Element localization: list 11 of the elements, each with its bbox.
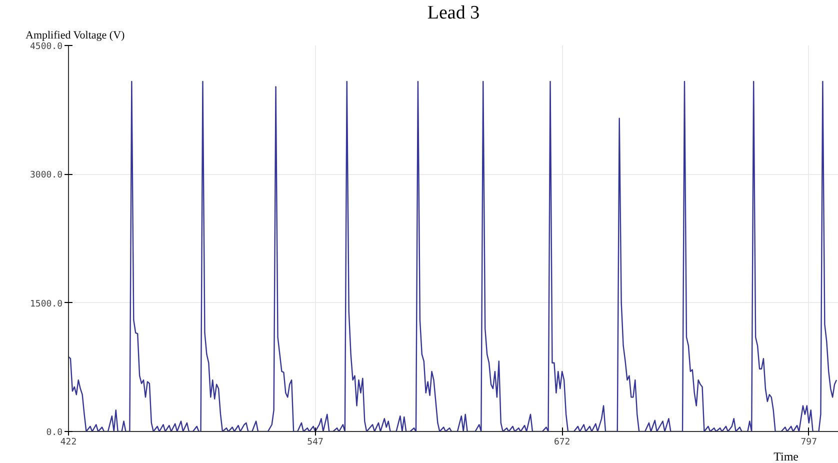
chart-title: Lead 3	[427, 2, 480, 24]
x-tick-label: 797	[800, 438, 818, 448]
x-tick-label: 547	[307, 438, 324, 448]
y-tick-label: 3000.0	[30, 170, 63, 181]
y-tick-label: 0.0	[46, 428, 63, 438]
x-tick-label: 672	[554, 438, 570, 448]
y-tick-label: 1500.0	[30, 299, 63, 310]
y-tick-label: 4500.0	[30, 42, 63, 52]
x-axis-title: Time	[774, 450, 799, 463]
x-tick-label: 422	[60, 438, 77, 448]
y-axis-title: Amplified Voltage (V)	[26, 30, 126, 42]
